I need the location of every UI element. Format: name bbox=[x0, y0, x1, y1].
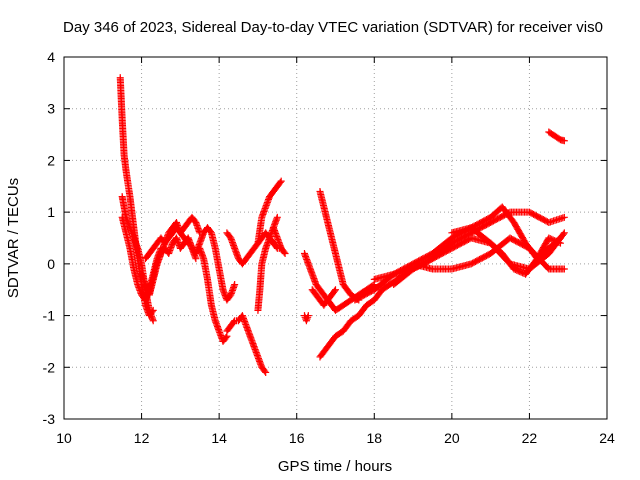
series-track16 bbox=[316, 187, 363, 304]
data-point bbox=[560, 137, 568, 145]
y-tick-label: 3 bbox=[47, 101, 55, 117]
data-point bbox=[304, 312, 312, 320]
y-tick-label: 0 bbox=[47, 256, 55, 272]
data-point bbox=[277, 177, 285, 185]
data-point bbox=[560, 229, 568, 237]
y-axis-label: SDTVAR / TECUs bbox=[5, 178, 22, 298]
data-point bbox=[280, 248, 288, 256]
series-track13 bbox=[269, 224, 289, 258]
x-tick-label: 24 bbox=[599, 430, 615, 446]
y-tick-label: 2 bbox=[47, 152, 55, 168]
series-track8 bbox=[196, 244, 231, 345]
data-point bbox=[273, 213, 281, 221]
series-track2 bbox=[118, 193, 157, 325]
data-point bbox=[231, 281, 239, 289]
x-tick-label: 12 bbox=[134, 430, 150, 446]
x-tick-label: 16 bbox=[289, 430, 305, 446]
data-point bbox=[262, 368, 270, 376]
x-tick-label: 14 bbox=[211, 430, 227, 446]
data-point bbox=[332, 286, 339, 294]
series-track22 bbox=[409, 234, 568, 273]
y-tick-label: -1 bbox=[43, 308, 56, 324]
y-tick-label: 4 bbox=[47, 49, 55, 65]
data-point bbox=[559, 230, 567, 238]
data-point bbox=[560, 213, 568, 221]
x-tick-label: 10 bbox=[56, 430, 72, 446]
data-points bbox=[116, 74, 568, 376]
data-point bbox=[261, 367, 269, 375]
data-point bbox=[560, 265, 568, 273]
data-point bbox=[303, 315, 311, 323]
series-track9 bbox=[223, 312, 270, 376]
series-track23 bbox=[448, 224, 568, 273]
x-tick-label: 18 bbox=[366, 430, 382, 446]
series-track11 bbox=[254, 177, 285, 247]
data-point bbox=[149, 317, 157, 325]
chart-title: Day 346 of 2023, Sidereal Day-to-day VTE… bbox=[63, 19, 603, 36]
x-axis-label: GPS time / hours bbox=[278, 458, 392, 475]
data-point bbox=[302, 317, 310, 325]
y-tick-label: -2 bbox=[43, 359, 56, 375]
data-point bbox=[281, 250, 289, 258]
data-point bbox=[222, 334, 230, 342]
data-point bbox=[304, 313, 312, 321]
y-tick-label: 1 bbox=[47, 204, 55, 220]
data-point bbox=[276, 178, 284, 186]
y-tick-label: -3 bbox=[43, 411, 56, 427]
series-track24 bbox=[545, 128, 568, 145]
series-track17 bbox=[308, 286, 339, 309]
series-track7 bbox=[184, 224, 239, 304]
data-point bbox=[331, 287, 339, 295]
plot-frame bbox=[63, 56, 608, 420]
series-track14 bbox=[300, 312, 312, 325]
x-tick-label: 20 bbox=[444, 430, 460, 446]
x-tick-label: 22 bbox=[522, 430, 538, 446]
